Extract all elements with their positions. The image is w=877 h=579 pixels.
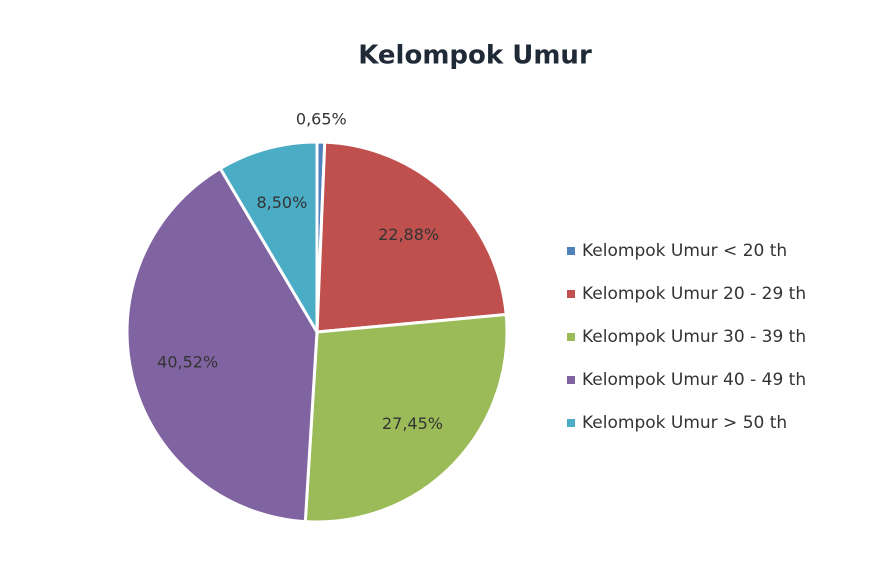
data-label: 27,45%: [382, 414, 443, 433]
legend-swatch: [567, 419, 575, 427]
pie-slice: [303, 312, 509, 524]
pie-slice: [315, 140, 508, 334]
pie-slice: [218, 140, 319, 338]
legend-label: Kelompok Umur 40 - 49 th: [582, 370, 806, 390]
legend-label: Kelompok Umur 30 - 39 th: [582, 327, 806, 347]
data-label: 0,65%: [296, 110, 347, 129]
legend-label: Kelompok Umur < 20 th: [582, 241, 787, 261]
data-label: 40,52%: [157, 353, 218, 372]
data-label: 8,50%: [256, 193, 307, 212]
pie-slice: [125, 166, 319, 524]
data-label: 22,88%: [378, 225, 439, 244]
legend-swatch: [567, 376, 575, 384]
legend-label: Kelompok Umur 20 - 29 th: [582, 284, 806, 304]
legend-swatch: [567, 247, 575, 255]
chart-title: Kelompok Umur: [358, 41, 592, 71]
legend-swatch: [567, 290, 575, 298]
legend-label: Kelompok Umur > 50 th: [582, 413, 787, 433]
legend-swatch: [567, 333, 575, 341]
